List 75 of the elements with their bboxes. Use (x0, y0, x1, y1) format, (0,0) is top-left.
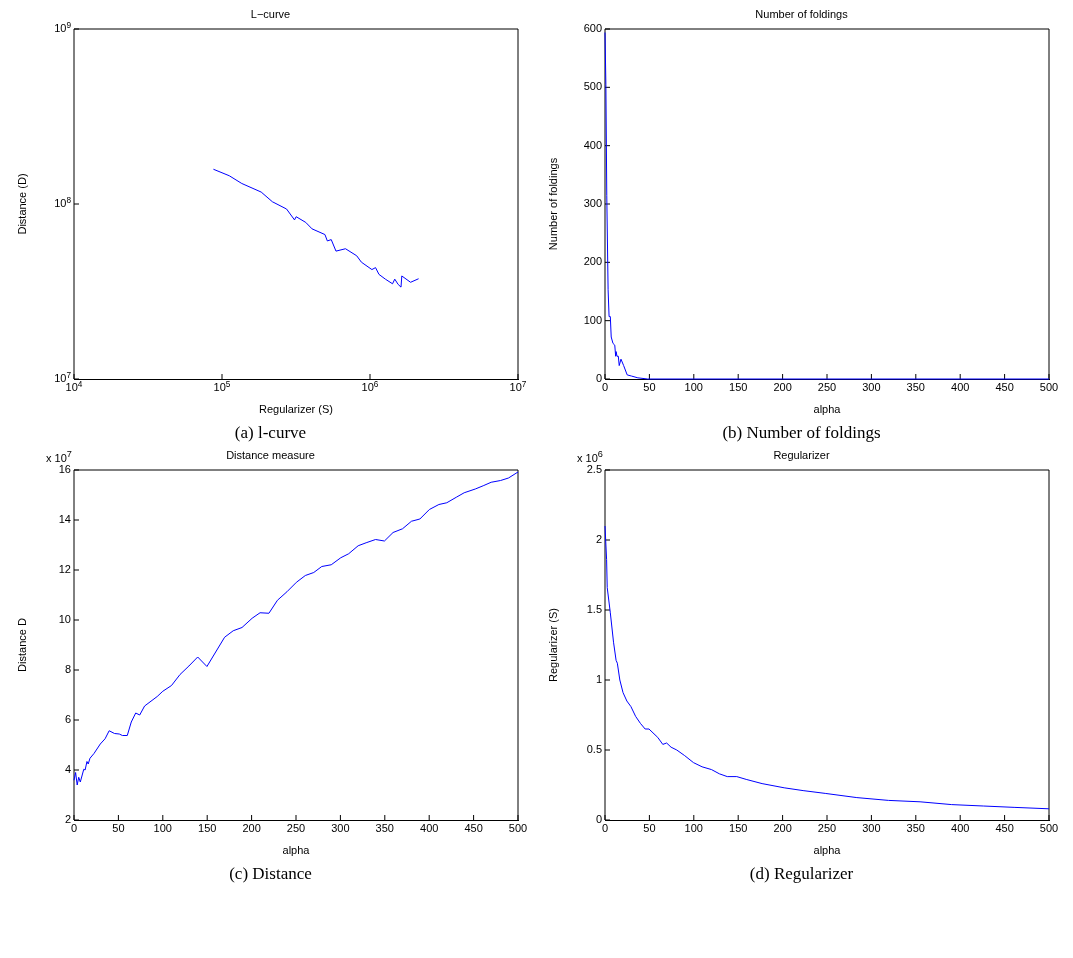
chart-title: L−curve (249, 8, 292, 22)
x-tick-label: 150 (198, 822, 217, 834)
chart-title: Distance measure (226, 449, 315, 461)
x-tick-label: 10$^{7}$ (509, 379, 527, 393)
x-tick-label: 10$^{5}$ (213, 379, 231, 393)
y-tick-label: 16 (58, 463, 71, 475)
y-tick-label: 4 (64, 763, 71, 775)
x-tick-label: 100 (153, 822, 172, 834)
x-axis-title: alpha (813, 844, 842, 856)
x-tick-label: 50 (112, 822, 125, 834)
y-tick-label: 0.5 (586, 743, 602, 755)
y-tick-label: 400 (583, 138, 602, 151)
x-tick-label: 400 (951, 822, 970, 834)
x-axis-title: alpha (282, 844, 311, 856)
y-tick-label: 600 (583, 22, 602, 34)
x-tick-label: 300 (862, 822, 881, 834)
x-tick-label: 150 (729, 381, 748, 393)
x-tick-label: 450 (995, 822, 1014, 834)
text: (b) Number of foldings (721, 423, 882, 443)
y-tick-label: 500 (583, 80, 602, 93)
x-axis-title: Regularizer (S) (259, 403, 333, 415)
y-tick-label: 10$^{8}$ (54, 195, 72, 209)
y-tick-label: 200 (583, 255, 602, 268)
y-tick-label: 6 (64, 713, 71, 725)
y-tick-label: 300 (583, 197, 602, 209)
y-tick-label: 2.5 (586, 463, 602, 475)
x-axis-title: alpha (813, 403, 842, 415)
x-tick-label: 300 (331, 822, 350, 834)
chart-title: Number of foldings (754, 8, 849, 22)
y-tick-label: 10$^{9}$ (54, 20, 72, 34)
x-tick-label: 350 (906, 381, 925, 393)
x-tick-label: 500 (508, 822, 528, 834)
x-tick-label: 400 (420, 822, 439, 834)
text: (a) l-curve (233, 423, 308, 443)
x-tick-label: 250 (817, 822, 837, 834)
line-series (604, 32, 1050, 380)
y-tick-label: 12 (58, 563, 71, 575)
y-tick-label: 10 (58, 613, 71, 625)
text: x 10$^{7}$ (46, 449, 72, 464)
y-axis-title: Regularizer (S) (546, 608, 559, 682)
y-axis-title: Distance D (15, 618, 28, 672)
x-tick-label: 250 (286, 822, 306, 834)
x-tick-label: 50 (643, 381, 656, 393)
x-tick-label: 450 (464, 822, 483, 834)
y-tick-label: 1 (595, 673, 602, 685)
x-tick-label: 350 (375, 822, 394, 834)
x-tick-label: 200 (773, 822, 792, 834)
x-tick-label: 500 (1039, 822, 1059, 834)
x-tick-label: 500 (1039, 381, 1059, 393)
x-tick-label: 100 (684, 381, 703, 393)
x-tick-label: 350 (906, 822, 925, 834)
y-tick-label: 8 (64, 663, 71, 675)
y-axis-title: Distance (D) (15, 173, 28, 235)
y-tick-label: 1.5 (586, 603, 602, 615)
text: (c) Distance (228, 864, 313, 884)
line-series (604, 525, 1050, 810)
x-tick-label: 450 (995, 381, 1014, 393)
x-tick-label: 250 (817, 381, 837, 393)
x-tick-label: 400 (951, 381, 970, 393)
y-tick-label: 2 (595, 533, 602, 545)
x-tick-label: 10$^{6}$ (361, 379, 379, 393)
y-axis-title: Number of foldings (546, 157, 559, 251)
y-tick-label: 100 (583, 313, 602, 326)
x-tick-label: 150 (729, 822, 748, 834)
x-tick-label: 300 (862, 381, 881, 393)
y-tick-label: 14 (58, 513, 71, 525)
y-tick-label: 0 (595, 813, 602, 825)
x-tick-label: 200 (242, 822, 261, 834)
y-tick-label: 2 (64, 813, 71, 825)
x-tick-label: 50 (643, 822, 656, 834)
text: (d) Regularizer (748, 864, 855, 884)
x-tick-label: 100 (684, 822, 703, 834)
text: x 10$^{6}$ (577, 449, 603, 464)
chart-title: Regularizer (773, 449, 830, 461)
x-tick-label: 200 (773, 381, 792, 393)
